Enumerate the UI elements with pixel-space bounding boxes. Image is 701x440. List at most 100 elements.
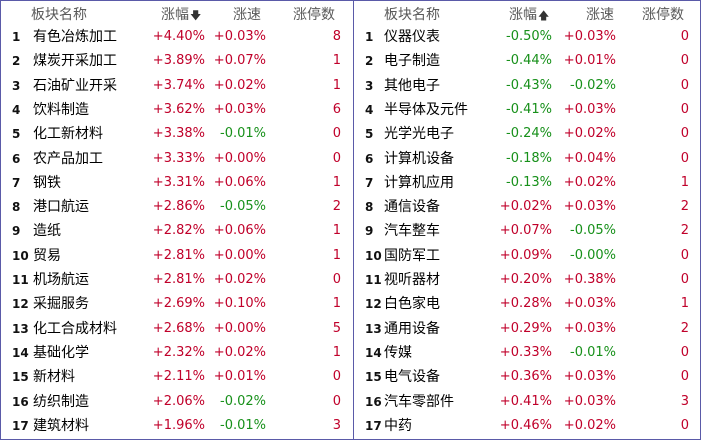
table-row[interactable]: 8 港口航运 +2.86% -0.05% 2 — [1, 195, 353, 219]
table-row[interactable]: 1 仪器仪表 -0.50% +0.03% 0 — [354, 25, 700, 49]
limit-up-count: 2 — [680, 199, 689, 215]
speed-value: +0.04% — [563, 150, 616, 166]
row-index: 4 — [365, 102, 374, 117]
panel-divider — [353, 1, 354, 439]
right-header-change[interactable]: 涨幅🡅 — [509, 3, 549, 27]
table-row[interactable]: 13 通用设备 +0.29% +0.03% 2 — [354, 317, 700, 341]
speed-value: +0.03% — [563, 369, 616, 385]
sector-name: 纺织制造 — [33, 393, 89, 410]
sector-name: 石油矿业开采 — [33, 77, 117, 94]
table-row[interactable]: 4 半导体及元件 -0.41% +0.03% 0 — [354, 98, 700, 122]
speed-value: +0.02% — [563, 174, 616, 190]
sector-name: 光学光电子 — [384, 126, 454, 143]
arrow-down-icon: 🡇 — [190, 9, 202, 22]
speed-value: +0.06% — [213, 174, 266, 190]
limit-up-count: 3 — [680, 393, 689, 409]
row-index: 11 — [365, 273, 382, 287]
sector-name: 煤炭开采加工 — [33, 53, 117, 70]
table-row[interactable]: 12 白色家电 +0.28% +0.03% 1 — [354, 292, 700, 316]
table-row[interactable]: 9 汽车整车 +0.07% -0.05% 2 — [354, 219, 700, 243]
speed-value: +0.03% — [213, 29, 266, 44]
sector-name: 通信设备 — [384, 199, 440, 216]
table-row[interactable]: 11 视听器材 +0.20% +0.38% 0 — [354, 268, 700, 292]
limit-up-count: 0 — [680, 77, 689, 93]
table-row[interactable]: 17 建筑材料 +1.96% -0.01% 3 — [1, 414, 353, 438]
change-value: +2.06% — [152, 393, 205, 409]
table-row[interactable]: 2 煤炭开采加工 +3.89% +0.07% 1 — [1, 49, 353, 73]
limit-up-count: 8 — [332, 29, 341, 44]
row-index: 9 — [12, 224, 21, 239]
left-header-name[interactable]: 板块名称 — [31, 7, 87, 23]
right-header-name[interactable]: 板块名称 — [384, 7, 440, 23]
limit-up-count: 1 — [332, 77, 341, 93]
left-header-change[interactable]: 涨幅🡇 — [161, 3, 201, 27]
limit-up-count: 0 — [332, 126, 341, 142]
table-row[interactable]: 13 化工合成材料 +2.68% +0.00% 5 — [1, 317, 353, 341]
speed-value: +0.07% — [213, 53, 266, 69]
sector-name: 其他电子 — [384, 77, 440, 94]
row-index: 7 — [365, 175, 374, 190]
sector-name: 化工合成材料 — [33, 320, 117, 337]
table-row[interactable]: 16 纺织制造 +2.06% -0.02% 0 — [1, 390, 353, 414]
table-row[interactable]: 14 传媒 +0.33% -0.01% 0 — [354, 341, 700, 365]
table-row[interactable]: 2 电子制造 -0.44% +0.01% 0 — [354, 49, 700, 73]
limit-up-count: 0 — [680, 126, 689, 142]
table-row[interactable]: 16 汽车零部件 +0.41% +0.03% 3 — [354, 390, 700, 414]
speed-value: -0.00% — [570, 247, 616, 263]
speed-value: +0.00% — [213, 247, 266, 263]
sector-name: 仪器仪表 — [384, 29, 440, 45]
right-header-speed[interactable]: 涨速 — [586, 7, 614, 23]
limit-up-count: 6 — [332, 101, 341, 117]
table-row[interactable]: 15 新材料 +2.11% +0.01% 0 — [1, 365, 353, 389]
table-row[interactable]: 9 造纸 +2.82% +0.06% 1 — [1, 219, 353, 243]
left-header-speed[interactable]: 涨速 — [233, 7, 261, 23]
change-value: +3.31% — [152, 174, 205, 190]
table-row[interactable]: 7 计算机应用 -0.13% +0.02% 1 — [354, 171, 700, 195]
change-value: -0.50% — [506, 29, 552, 44]
left-header-limit[interactable]: 涨停数 — [293, 7, 335, 23]
sector-name: 化工新材料 — [33, 126, 103, 143]
table-row[interactable]: 8 通信设备 +0.02% +0.03% 2 — [354, 195, 700, 219]
right-header-row: 板块名称 涨幅🡅 涨速 涨停数 — [354, 3, 700, 27]
arrow-up-icon: 🡅 — [538, 9, 550, 22]
limit-up-count: 0 — [332, 272, 341, 287]
table-row[interactable]: 11 机场航运 +2.81% +0.02% 0 — [1, 268, 353, 292]
table-row[interactable]: 17 中药 +0.46% +0.02% 0 — [354, 414, 700, 438]
row-index: 8 — [12, 200, 21, 215]
table-row[interactable]: 4 饮料制造 +3.62% +0.03% 6 — [1, 98, 353, 122]
row-index: 8 — [365, 200, 374, 215]
limit-up-count: 0 — [332, 369, 341, 385]
table-row[interactable]: 12 采掘服务 +2.69% +0.10% 1 — [1, 292, 353, 316]
change-value: +0.33% — [499, 344, 552, 360]
table-row[interactable]: 5 光学光电子 -0.24% +0.02% 0 — [354, 122, 700, 146]
table-row[interactable]: 7 钢铁 +3.31% +0.06% 1 — [1, 171, 353, 195]
change-value: +2.81% — [152, 247, 205, 263]
table-row[interactable]: 3 石油矿业开采 +3.74% +0.02% 1 — [1, 74, 353, 98]
sector-name: 白色家电 — [384, 296, 440, 313]
table-row[interactable]: 6 农产品加工 +3.33% +0.00% 0 — [1, 147, 353, 171]
table-row[interactable]: 1 有色冶炼加工 +4.40% +0.03% 8 — [1, 25, 353, 49]
change-value: +0.20% — [499, 272, 552, 287]
limit-up-count: 1 — [332, 53, 341, 69]
sector-name: 造纸 — [33, 223, 61, 240]
table-row[interactable]: 15 电气设备 +0.36% +0.03% 0 — [354, 365, 700, 389]
sector-name: 传媒 — [384, 344, 412, 361]
change-value: -0.43% — [506, 77, 552, 93]
table-row[interactable]: 6 计算机设备 -0.18% +0.04% 0 — [354, 147, 700, 171]
limit-up-count: 0 — [680, 29, 689, 44]
change-value: +3.62% — [152, 101, 205, 117]
limit-up-count: 1 — [680, 174, 689, 190]
row-index: 2 — [365, 54, 374, 69]
table-row[interactable]: 10 贸易 +2.81% +0.00% 1 — [1, 244, 353, 268]
row-index: 14 — [365, 345, 382, 360]
change-value: +4.40% — [152, 29, 205, 44]
table-row[interactable]: 3 其他电子 -0.43% -0.02% 0 — [354, 74, 700, 98]
change-value: +2.68% — [152, 320, 205, 336]
row-index: 17 — [12, 418, 29, 433]
table-row[interactable]: 14 基础化学 +2.32% +0.02% 1 — [1, 341, 353, 365]
table-row[interactable]: 5 化工新材料 +3.38% -0.01% 0 — [1, 122, 353, 146]
speed-value: +0.03% — [563, 101, 616, 117]
table-row[interactable]: 10 国防军工 +0.09% -0.00% 0 — [354, 244, 700, 268]
sector-name: 港口航运 — [33, 199, 89, 216]
right-header-limit[interactable]: 涨停数 — [642, 7, 684, 23]
